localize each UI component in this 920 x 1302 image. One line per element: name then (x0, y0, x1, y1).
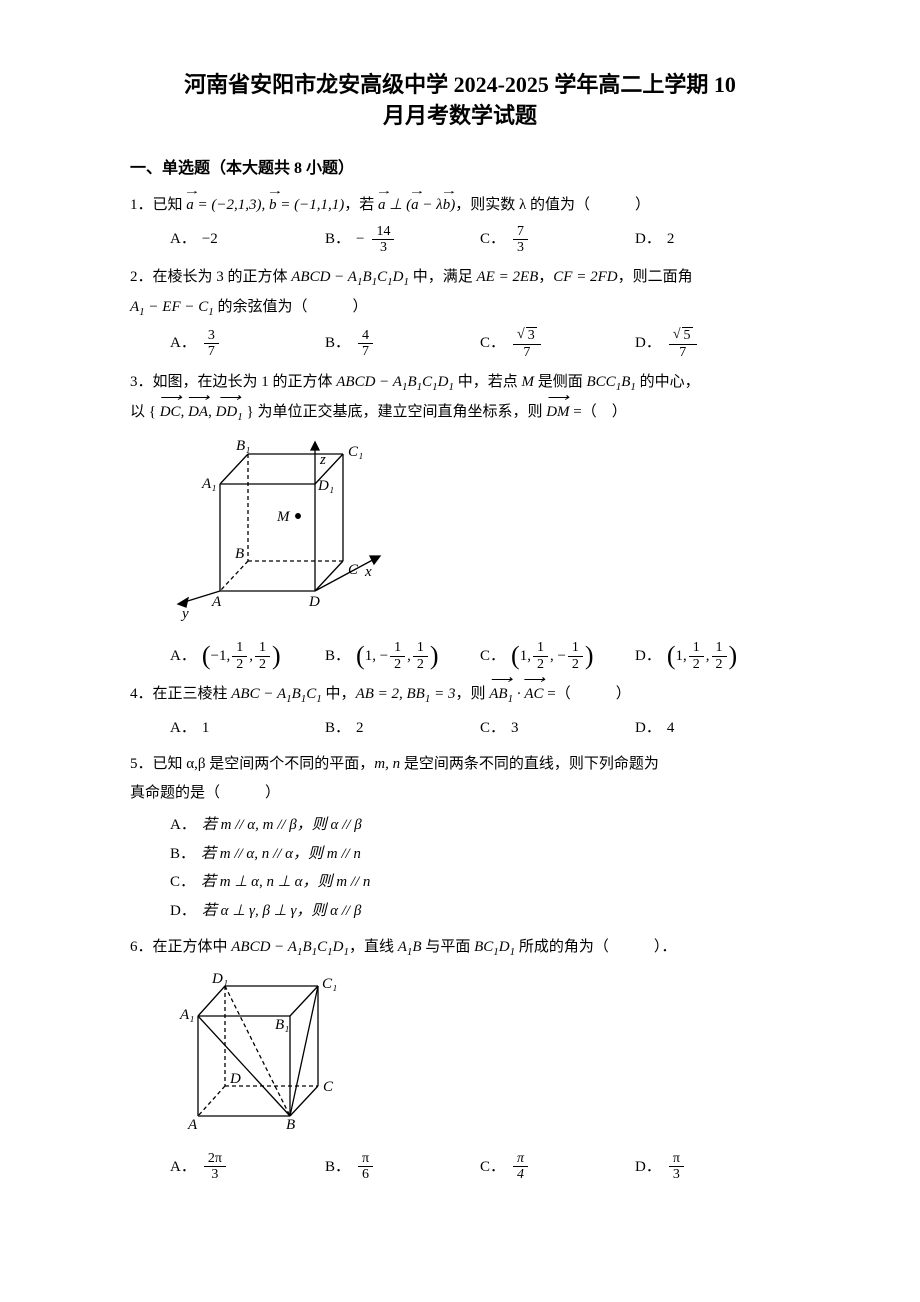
svg-text:B: B (286, 1117, 295, 1133)
svg-text:C: C (323, 1079, 334, 1095)
section-1-header: 一、单选题（本大题共 8 小题） (130, 156, 790, 182)
q4-opt-b: B．2 (325, 714, 480, 743)
exam-title: 河南省安阳市龙安高级中学 2024-2025 学年高二上学期 10 月月考数学试… (130, 70, 790, 132)
q4-options: A．1 B．2 C．3 D．4 (130, 714, 790, 743)
q6-opt-d: D．π3 (635, 1151, 790, 1183)
q2-opt-d: D．57 (635, 327, 790, 360)
question-3: 3．如图，在边长为 1 的正方体 ABCD − A1B1C1D1 中，若点 M … (130, 368, 790, 672)
svg-text:B₁: B₁ (275, 1017, 289, 1033)
svg-text:A₁: A₁ (201, 476, 216, 492)
q6-opt-b: B．π6 (325, 1151, 480, 1183)
svg-text:C: C (348, 562, 359, 578)
q3-figure: B₁ C₁ A₁ D₁ M B C A D x y z (170, 436, 790, 637)
q2-text: 2．在棱长为 3 的正方体 ABCD − A1B1C1D1 中，满足 AE = … (130, 263, 790, 323)
title-line-2: 月月考数学试题 (130, 101, 790, 132)
q5-opt-b: B．若 m // α, n // α，则 m // n (170, 840, 790, 869)
q4-opt-d: D．4 (635, 714, 790, 743)
svg-text:D: D (308, 594, 320, 610)
svg-text:M: M (276, 509, 291, 525)
q5-options: A．若 m // α, m // β，则 α // β B．若 m // α, … (130, 811, 790, 925)
svg-text:z: z (319, 452, 326, 468)
q2-opt-b: B．47 (325, 327, 480, 360)
svg-text:B: B (235, 546, 244, 562)
title-line-1: 河南省安阳市龙安高级中学 2024-2025 学年高二上学期 10 (130, 70, 790, 101)
question-4: 4．在正三棱柱 ABC − A1B1C1 中，AB = 2, BB1 = 3，则… (130, 680, 790, 742)
q6-options: A．2π3 B．π6 C．π4 D．π3 (130, 1151, 790, 1183)
svg-text:A: A (211, 594, 222, 610)
q2-opt-a: A．37 (170, 327, 325, 360)
q3-opt-a: A．(−1, 12, 12) (170, 640, 325, 672)
q6-opt-c: C．π4 (480, 1151, 635, 1183)
q6-text: 6．在正方体中 ABCD − A1B1C1D1，直线 A1B 与平面 BC1D1… (130, 933, 790, 963)
svg-text:B₁: B₁ (236, 438, 250, 454)
q4-opt-c: C．3 (480, 714, 635, 743)
q4-text: 4．在正三棱柱 ABC − A1B1C1 中，AB = 2, BB1 = 3，则… (130, 680, 790, 710)
question-5: 5．已知 α,β 是空间两个不同的平面，m, n 是空间两条不同的直线，则下列命… (130, 750, 790, 925)
q6-opt-a: A．2π3 (170, 1151, 325, 1183)
svg-text:C₁: C₁ (348, 444, 363, 460)
q5-text: 5．已知 α,β 是空间两个不同的平面，m, n 是空间两条不同的直线，则下列命… (130, 750, 790, 807)
q6-figure: D₁ C₁ A₁ B₁ D C A B (170, 971, 790, 1147)
svg-text:D₁: D₁ (317, 478, 334, 494)
q3-opt-c: C．(1, 12, −12) (480, 640, 635, 672)
q1-opt-d: D．2 (635, 224, 790, 256)
question-1: 1．已知 a = (−2,1,3), b = (−1,1,1)，若 a ⊥ (a… (130, 191, 790, 255)
q3-options: A．(−1, 12, 12) B．(1, −12, 12) C．(1, 12, … (130, 640, 790, 672)
svg-text:D₁: D₁ (211, 971, 228, 987)
svg-text:x: x (364, 564, 372, 580)
q5-opt-a: A．若 m // α, m // β，则 α // β (170, 811, 790, 840)
svg-text:D: D (229, 1071, 241, 1087)
q5-opt-d: D．若 α ⊥ γ, β ⊥ γ，则 α // β (170, 897, 790, 926)
q1-text: 1．已知 a = (−2,1,3), b = (−1,1,1)，若 a ⊥ (a… (130, 191, 790, 220)
q1-opt-c: C．73 (480, 224, 635, 256)
q5-opt-c: C．若 m ⊥ α, n ⊥ α，则 m // n (170, 868, 790, 897)
q3-text: 3．如图，在边长为 1 的正方体 ABCD − A1B1C1D1 中，若点 M … (130, 368, 790, 428)
q1-opt-b: B．−143 (325, 224, 480, 256)
q2-opt-c: C．37 (480, 327, 635, 360)
q4-opt-a: A．1 (170, 714, 325, 743)
svg-text:C₁: C₁ (322, 976, 337, 992)
q3-opt-d: D．(1, 12, 12) (635, 640, 790, 672)
svg-text:y: y (180, 606, 189, 622)
svg-text:A: A (187, 1117, 198, 1133)
svg-text:A₁: A₁ (179, 1007, 194, 1023)
q1-options: A．−2 B．−143 C．73 D．2 (130, 224, 790, 256)
question-2: 2．在棱长为 3 的正方体 ABCD − A1B1C1D1 中，满足 AE = … (130, 263, 790, 360)
q2-options: A．37 B．47 C．37 D．57 (130, 327, 790, 360)
q3-opt-b: B．(1, −12, 12) (325, 640, 480, 672)
question-6: 6．在正方体中 ABCD − A1B1C1D1，直线 A1B 与平面 BC1D1… (130, 933, 790, 1182)
q1-opt-a: A．−2 (170, 224, 325, 256)
